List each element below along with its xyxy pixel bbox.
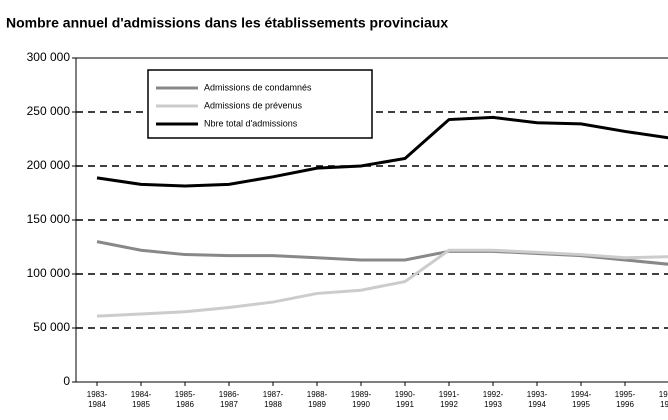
x-tick-label: 1984- 1985 xyxy=(130,390,152,409)
chart-title: Nombre annuel d'admissions dans les étab… xyxy=(6,15,448,31)
x-tick-label: 1987- 1988 xyxy=(262,390,284,409)
y-tick-label: 50 000 xyxy=(33,320,70,334)
x-tick-label: 1995- 1996 xyxy=(614,390,636,409)
series-line xyxy=(96,240,668,266)
legend-box xyxy=(147,69,373,139)
x-tick-label: 1986- 1987 xyxy=(218,390,240,409)
y-tick-label: 200 000 xyxy=(27,158,71,172)
series-line xyxy=(96,115,668,188)
legend-label: Admissions de prévenus xyxy=(204,100,303,110)
y-tick-label: 300 000 xyxy=(27,50,71,64)
y-tick-label: 0 xyxy=(63,374,70,388)
x-tick-label: 1985- 1986 xyxy=(174,390,196,409)
y-tick-label: 150 000 xyxy=(27,212,71,226)
series-line xyxy=(96,248,668,318)
x-tick-label: 1990- 1991 xyxy=(394,390,416,409)
x-tick-label: 1991- 1992 xyxy=(438,390,460,409)
legend-label: Admissions de condamnés xyxy=(204,82,312,92)
x-tick-label: 1996- 1997 xyxy=(658,390,668,409)
y-tick-label: 100 000 xyxy=(27,266,71,280)
y-tick-label: 250 000 xyxy=(27,104,71,118)
x-tick-label: 1989- 1990 xyxy=(350,390,372,409)
x-tick-label: 1988- 1989 xyxy=(306,390,328,409)
x-tick-label: 1983- 1984 xyxy=(86,390,108,409)
x-tick-label: 1994- 1995 xyxy=(570,390,592,409)
x-tick-label: 1992- 1993 xyxy=(482,390,504,409)
legend-label: Nbre total d'admissions xyxy=(204,118,298,128)
x-tick-label: 1993- 1994 xyxy=(526,390,548,409)
